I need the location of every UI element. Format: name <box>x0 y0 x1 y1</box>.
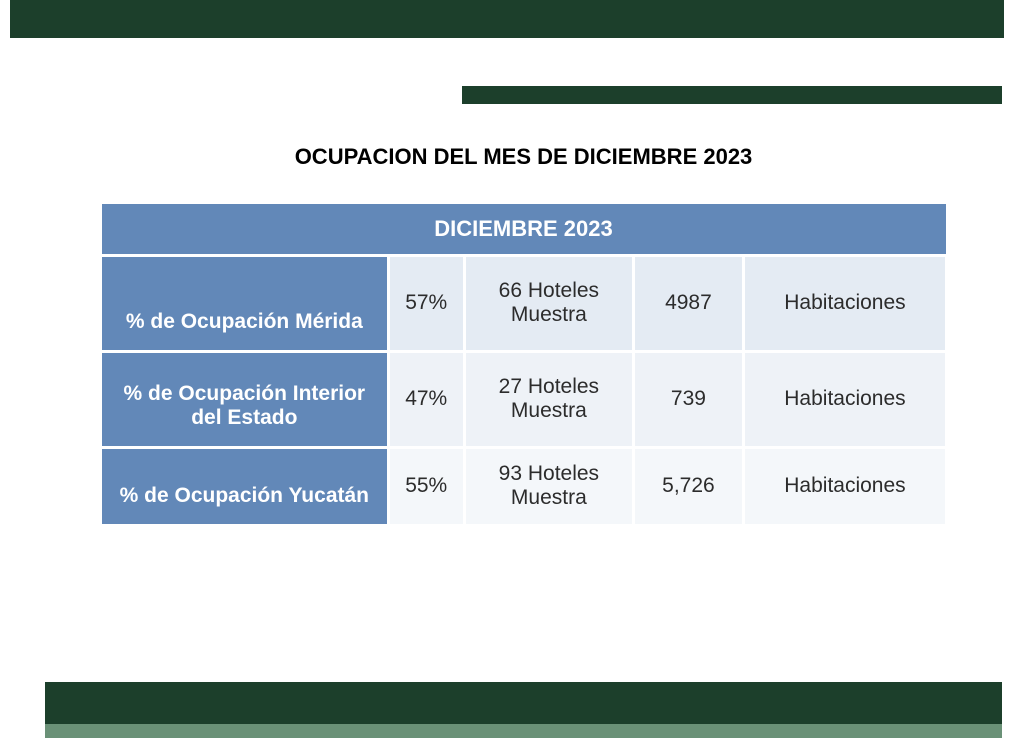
row-percent: 57% <box>388 255 464 351</box>
row-label: % de Ocupación Mérida <box>101 255 389 351</box>
row-rooms: 739 <box>633 351 743 447</box>
top-brand-stripe <box>10 0 1004 38</box>
row-label: % de Ocupación Yucatán <box>101 447 389 525</box>
table-row: % de Ocupación Interior del Estado 47% 2… <box>101 351 947 447</box>
row-rooms-unit: Habitaciones <box>743 255 946 351</box>
table-row: % de Ocupación Yucatán 55% 93 Hoteles Mu… <box>101 447 947 525</box>
page-title: OCUPACION DEL MES DE DICIEMBRE 2023 <box>45 144 1002 170</box>
accent-bar <box>462 86 1002 104</box>
row-sample: 93 Hoteles Muestra <box>464 447 633 525</box>
table-row: % de Ocupación Mérida 57% 66 Hoteles Mue… <box>101 255 947 351</box>
bottom-stripe-light <box>45 724 1002 738</box>
row-rooms-unit: Habitaciones <box>743 351 946 447</box>
row-sample: 27 Hoteles Muestra <box>464 351 633 447</box>
row-rooms: 4987 <box>633 255 743 351</box>
slide-card: OCUPACION DEL MES DE DICIEMBRE 2023 DICI… <box>45 52 1002 750</box>
row-sample: 66 Hoteles Muestra <box>464 255 633 351</box>
row-percent: 55% <box>388 447 464 525</box>
row-percent: 47% <box>388 351 464 447</box>
row-rooms-unit: Habitaciones <box>743 447 946 525</box>
row-label: % de Ocupación Interior del Estado <box>101 351 389 447</box>
row-rooms: 5,726 <box>633 447 743 525</box>
bottom-stripe-dark <box>45 682 1002 724</box>
occupancy-table: DICIEMBRE 2023 % de Ocupación Mérida 57%… <box>99 202 948 527</box>
table-header: DICIEMBRE 2023 <box>101 203 947 255</box>
